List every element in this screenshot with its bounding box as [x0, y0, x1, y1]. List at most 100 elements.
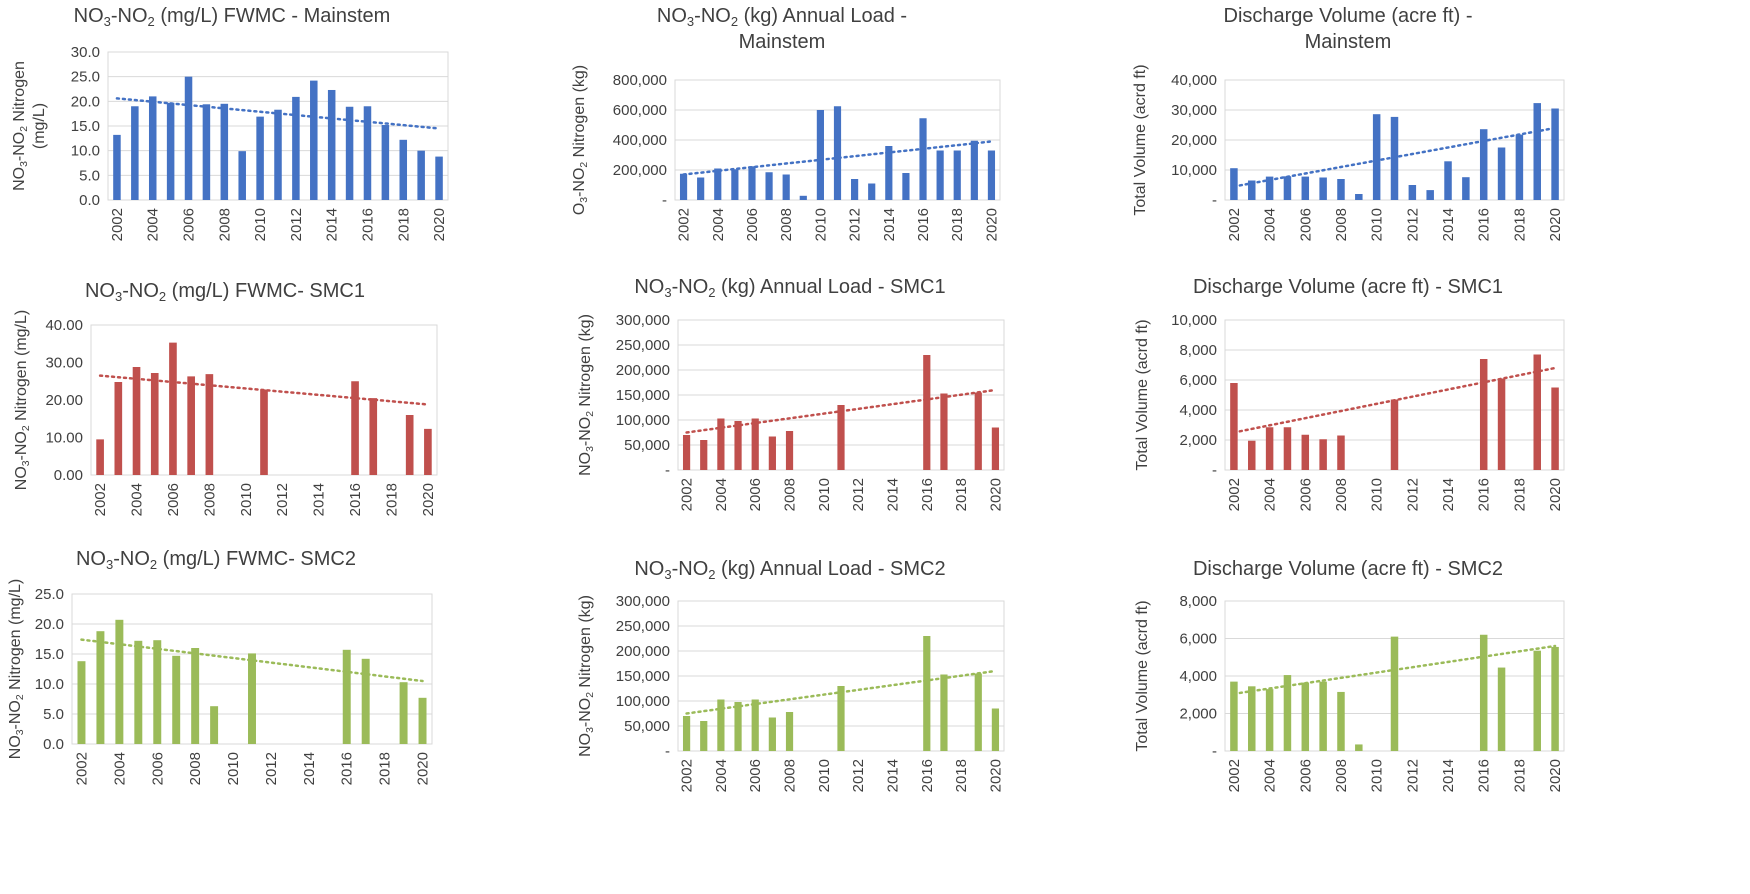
- y-tick-label: 40,000: [1171, 72, 1217, 89]
- chart-title: NO3-NO2 (mg/L) FWMC - Mainstem: [74, 5, 391, 29]
- y-tick-label: 15.0: [71, 118, 100, 135]
- y-tick-label: 2,000: [1179, 432, 1217, 449]
- y-tick-label: 50,000: [624, 437, 670, 454]
- bar-2004: [115, 619, 124, 744]
- subscript-text: 2: [579, 162, 590, 168]
- bar-2006: [751, 699, 759, 751]
- y-tick-label: 0.0: [79, 192, 100, 209]
- bar-2007: [768, 436, 776, 470]
- chart-fwmc-smc1: 0.00 10.00 20.00 30.00 40.00 2002 2004 2006 2008…: [13, 280, 438, 516]
- bar-2011: [248, 653, 256, 744]
- x-tick-label: 2006: [181, 208, 198, 241]
- x-tick-label: 2008: [1333, 478, 1350, 511]
- text-segment: -NO: [13, 431, 30, 460]
- bar-2002: [77, 661, 86, 744]
- chart-title: Mainstem: [1305, 31, 1392, 53]
- bar-2020: [435, 156, 443, 200]
- x-tick-label: 2004: [145, 208, 162, 241]
- bar-2006: [169, 342, 177, 475]
- bar-2004: [1265, 689, 1274, 751]
- bar-2020: [424, 428, 432, 475]
- y-tick-label: 800,000: [613, 72, 667, 89]
- x-tick-label: 2010: [225, 752, 242, 785]
- y-tick-label: 10,000: [1171, 312, 1217, 329]
- bar-2012: [1408, 185, 1417, 200]
- bar-2005: [150, 373, 159, 475]
- x-tick-label: 2008: [201, 483, 218, 516]
- subscript-text: 3: [115, 289, 122, 304]
- bar-2014: [327, 89, 336, 200]
- text-segment: Total Volume (acrd ft): [1134, 319, 1151, 470]
- x-tick-label: 2014: [1440, 478, 1457, 511]
- bar-2014: [885, 146, 893, 200]
- x-tick-label: 2018: [377, 752, 394, 785]
- bar-2020: [418, 697, 427, 744]
- x-tick-label: 2016: [359, 208, 376, 241]
- x-tick-label: 2006: [1297, 478, 1314, 511]
- y-tick-label: 150,000: [616, 668, 670, 685]
- chart-title: Discharge Volume (acre ft) - SMC2: [1193, 558, 1503, 580]
- x-tick-label: 2016: [339, 752, 356, 785]
- bar-2005: [1283, 176, 1292, 200]
- bar-2016: [919, 118, 927, 200]
- bar-2019: [974, 673, 982, 751]
- subscript-text: 3: [15, 729, 26, 735]
- x-tick-label: 2012: [850, 478, 867, 511]
- y-tick-label: 6,000: [1179, 372, 1217, 389]
- text-segment: NO: [577, 452, 594, 476]
- x-tick-label: 2010: [816, 759, 833, 792]
- bar-2019: [970, 140, 978, 200]
- bar-2006: [1301, 682, 1310, 751]
- subscript-text: 3: [664, 567, 671, 582]
- trendline: [685, 669, 997, 715]
- subscript-text: 3: [106, 557, 113, 572]
- bar-2004: [1265, 427, 1274, 470]
- x-tick-label: 2008: [782, 478, 799, 511]
- y-tick-label: 0.0: [43, 736, 64, 753]
- y-axis-label: NO3-NO2 Nitrogen: [11, 61, 30, 191]
- x-tick-label: 2016: [919, 478, 936, 511]
- y-tick-label: 20.0: [35, 616, 64, 633]
- bar-2009: [210, 706, 219, 744]
- x-tick-label: 2014: [881, 208, 898, 241]
- bar-2019: [1533, 650, 1541, 751]
- text-segment: NO: [634, 276, 664, 298]
- bar-2019: [1533, 103, 1541, 200]
- bar-2004: [148, 96, 157, 200]
- x-tick-label: 2006: [149, 752, 166, 785]
- x-tick-label: 2014: [311, 483, 328, 516]
- x-tick-label: 2020: [415, 752, 432, 785]
- x-tick-label: 2002: [676, 208, 693, 241]
- x-tick-label: 2006: [1297, 759, 1314, 792]
- text-segment: (mg/L) FWMC - Mainstem: [155, 5, 391, 27]
- chart-volume-smc2: - 2,000 4,000 6,000 8,000 2002 2004 2006 2008 201…: [1134, 558, 1565, 792]
- bar-2013: [868, 183, 876, 200]
- y-axis-label: Total Volume (acrd ft): [1134, 600, 1151, 751]
- bar-2017: [1497, 147, 1506, 200]
- text-segment: (mg/L) FWMC- SMC2: [157, 548, 356, 570]
- x-tick-label: 2002: [1226, 478, 1243, 511]
- bar-2006: [751, 418, 759, 470]
- x-tick-label: 2018: [949, 208, 966, 241]
- bar-2011: [1390, 399, 1399, 470]
- x-tick-label: 2006: [1297, 208, 1314, 241]
- bar-2017: [361, 658, 370, 744]
- bar-2002: [96, 439, 104, 475]
- bar-2003: [700, 721, 708, 751]
- bar-2014: [1444, 161, 1452, 200]
- y-tick-label: 300,000: [616, 312, 670, 329]
- y-tick-label: -: [1212, 192, 1217, 209]
- x-tick-label: 2016: [1476, 208, 1493, 241]
- x-tick-label: 2012: [847, 208, 864, 241]
- subscript-text: 2: [19, 126, 30, 132]
- x-tick-label: 2006: [744, 208, 761, 241]
- chart-title: NO3-NO2 (kg) Annual Load - SMC1: [634, 276, 945, 300]
- y-tick-label: 200,000: [616, 362, 670, 379]
- text-segment: Nitrogen (mg/L): [7, 579, 24, 695]
- y-axis-label: NO3-NO2 Nitrogen (mg/L): [13, 310, 32, 490]
- y-tick-label: 10.00: [45, 430, 83, 447]
- x-tick-label: 2010: [816, 478, 833, 511]
- text-segment: -NO: [577, 417, 594, 446]
- trendline: [682, 140, 993, 176]
- bar-2007: [768, 717, 776, 751]
